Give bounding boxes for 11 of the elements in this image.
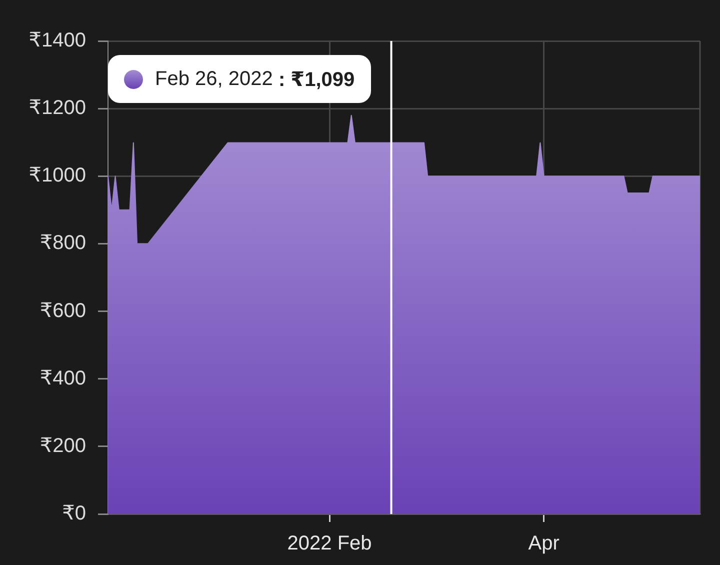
y-tick-label: ₹600 — [40, 300, 86, 322]
x-tick-label: 2022 Feb — [287, 532, 372, 555]
x-tick-label: Apr — [528, 532, 560, 555]
y-tick-label: ₹400 — [40, 367, 86, 390]
annotation: Feb 26, 2022 : ₹1,099 — [108, 55, 371, 103]
y-tick-label: ₹1400 — [28, 30, 86, 52]
y-tick-label: ₹1000 — [28, 164, 86, 187]
y-tick-label: ₹0 — [62, 502, 86, 525]
y-tick-label: ₹200 — [40, 434, 86, 457]
y-tick-label: ₹800 — [40, 232, 86, 254]
y-tick-label: ₹1200 — [28, 97, 86, 120]
